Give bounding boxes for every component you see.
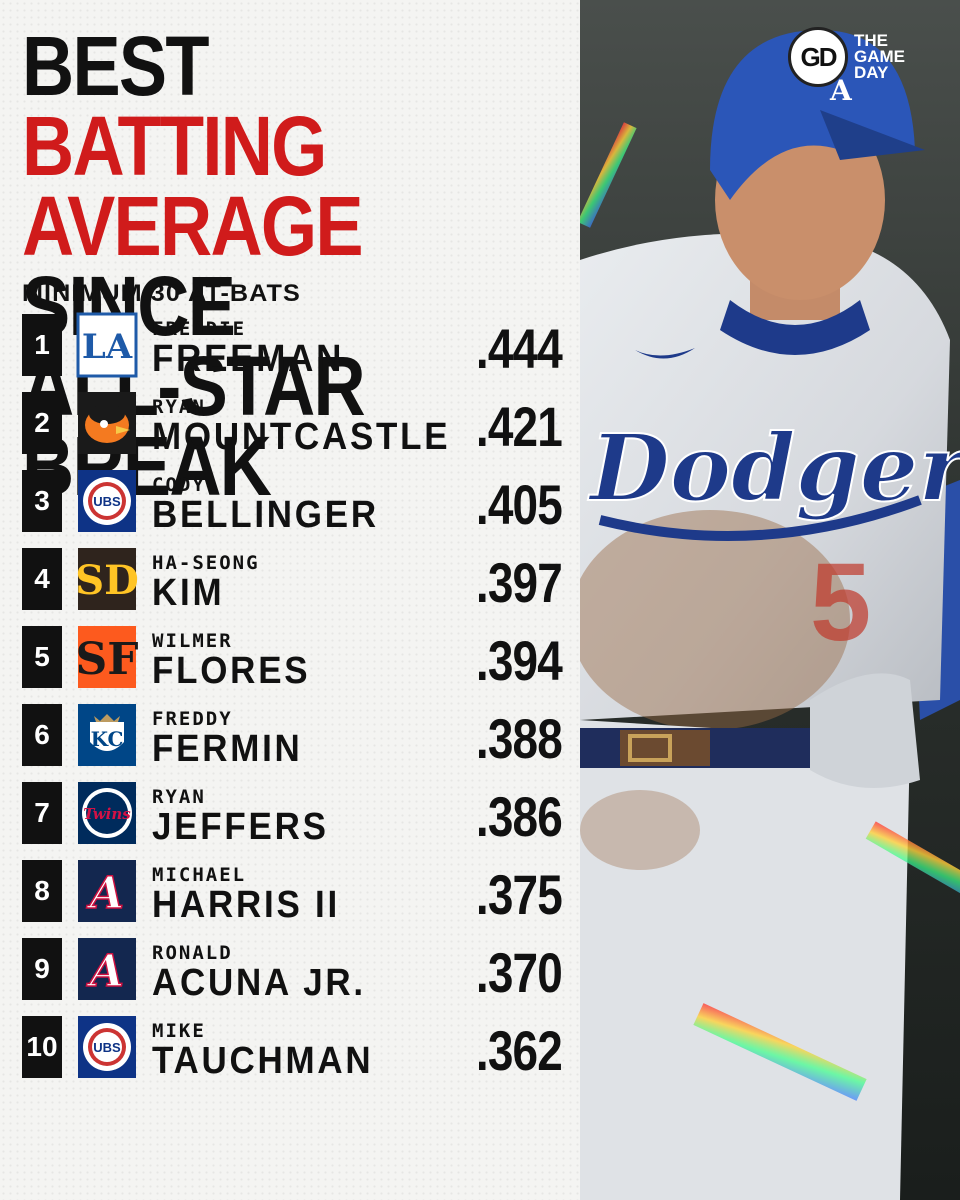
leaderboard-row: 1 LA FREDDIE FREEMAN .444 bbox=[22, 312, 563, 390]
player-last-name: MOUNTCASTLE bbox=[152, 416, 451, 458]
player-last-name: FREEMAN bbox=[152, 338, 345, 380]
leaderboard-row: 7 Twins RYAN JEFFERS .386 bbox=[22, 780, 563, 858]
batting-average: .394 bbox=[475, 629, 563, 692]
rank-badge: 5 bbox=[22, 626, 62, 688]
leaderboard-row: 8 A MICHAEL HARRIS II .375 bbox=[22, 858, 563, 936]
leaderboard-row: 3 UBS CODY BELLINGER .405 bbox=[22, 468, 563, 546]
brand-line: GAME bbox=[854, 47, 905, 66]
player-last-name: JEFFERS bbox=[152, 806, 329, 848]
brand-logo: GD THE GAME DAY bbox=[788, 22, 948, 92]
player-first-name: RYAN bbox=[152, 786, 206, 808]
batting-average: .421 bbox=[475, 395, 563, 458]
player-last-name: FERMIN bbox=[152, 728, 303, 770]
rank-badge: 1 bbox=[22, 314, 62, 376]
svg-text:UBS: UBS bbox=[93, 494, 121, 509]
player-last-name: BELLINGER bbox=[152, 494, 379, 536]
svg-text:SD: SD bbox=[76, 557, 138, 604]
title-word: BEST bbox=[22, 19, 210, 113]
player-last-name: KIM bbox=[152, 572, 225, 614]
player-last-name: TAUCHMAN bbox=[152, 1040, 374, 1082]
orioles-logo bbox=[76, 390, 138, 456]
braves-logo: A bbox=[76, 936, 138, 1002]
rank-badge: 2 bbox=[22, 392, 62, 454]
svg-text:Twins: Twins bbox=[83, 805, 131, 823]
brand-line: THE bbox=[854, 31, 888, 50]
player-first-name: MICHAEL bbox=[152, 864, 247, 886]
twins-logo: Twins bbox=[76, 780, 138, 846]
subtitle: MINIMUM 30 AT-BATS bbox=[22, 280, 301, 307]
rank-badge: 6 bbox=[22, 704, 62, 766]
player-first-name: CODY bbox=[152, 474, 206, 496]
dodgers-logo: LA bbox=[76, 312, 138, 378]
player-photo: Dodgers 5 A bbox=[580, 0, 960, 1200]
svg-text:SF: SF bbox=[76, 634, 138, 685]
rank-badge: 7 bbox=[22, 782, 62, 844]
batting-average: .386 bbox=[475, 785, 563, 848]
player-first-name: MIKE bbox=[152, 1020, 206, 1042]
cubs-logo: UBS bbox=[76, 1014, 138, 1080]
player-photo-illustration: Dodgers 5 A bbox=[580, 0, 960, 1200]
leaderboard-row: 10 UBS MIKE TAUCHMAN .362 bbox=[22, 1014, 563, 1092]
braves-logo: A bbox=[76, 858, 138, 924]
player-first-name: FREDDIE bbox=[152, 318, 247, 340]
batting-average: .370 bbox=[475, 941, 563, 1004]
player-last-name: ACUNA JR. bbox=[152, 962, 366, 1004]
player-first-name: WILMER bbox=[152, 630, 233, 652]
player-last-name: HARRIS II bbox=[152, 884, 341, 926]
svg-text:5: 5 bbox=[810, 541, 871, 664]
brand-line: DAY bbox=[854, 63, 889, 82]
rank-badge: 9 bbox=[22, 938, 62, 1000]
svg-text:KC: KC bbox=[91, 727, 124, 751]
leaderboard-row: 9 A RONALD ACUNA JR. .370 bbox=[22, 936, 563, 1014]
player-last-name: FLORES bbox=[152, 650, 311, 692]
leaderboard-row: 6 KC FREDDY FERMIN .388 bbox=[22, 702, 563, 780]
leaderboard-row: 5 SF WILMER FLORES .394 bbox=[22, 624, 563, 702]
padres-logo: SD bbox=[76, 546, 138, 612]
giants-logo: SF bbox=[76, 624, 138, 690]
player-first-name: FREDDY bbox=[152, 708, 233, 730]
batting-average: .405 bbox=[475, 473, 563, 536]
brand-name: THE GAME DAY bbox=[854, 31, 905, 82]
leaderboard-row: 2 RYAN MOUNTCASTLE .421 bbox=[22, 390, 563, 468]
title-word-highlight: BATTING bbox=[22, 99, 327, 193]
cubs-logo: UBS bbox=[76, 468, 138, 534]
rank-badge: 3 bbox=[22, 470, 62, 532]
page-title: BEST BATTING AVERAGE SINCE ALL-STAR BREA… bbox=[22, 24, 504, 508]
player-first-name: HA-SEONG bbox=[152, 552, 260, 574]
svg-text:A: A bbox=[86, 946, 124, 997]
title-word-highlight: AVERAGE bbox=[22, 179, 364, 273]
batting-average: .388 bbox=[475, 707, 563, 770]
leaderboard-row: 4 SD HA-SEONG KIM .397 bbox=[22, 546, 563, 624]
batting-average: .375 bbox=[475, 863, 563, 926]
svg-text:UBS: UBS bbox=[93, 1040, 121, 1055]
svg-text:LA: LA bbox=[82, 327, 133, 367]
player-first-name: RYAN bbox=[152, 396, 206, 418]
rank-badge: 8 bbox=[22, 860, 62, 922]
rank-badge: 10 bbox=[22, 1016, 62, 1078]
leaderboard: 1 LA FREDDIE FREEMAN .444 2 RYAN MOUNTCASTLE .42… bbox=[22, 312, 563, 1092]
royals-logo: KC bbox=[76, 702, 138, 768]
rank-badge: 4 bbox=[22, 548, 62, 610]
player-first-name: RONALD bbox=[152, 942, 233, 964]
batting-average: .444 bbox=[475, 317, 563, 380]
batting-average: .397 bbox=[475, 551, 563, 614]
batting-average: .362 bbox=[475, 1019, 563, 1082]
brand-mark: GD bbox=[788, 27, 848, 87]
svg-text:A: A bbox=[86, 868, 124, 919]
